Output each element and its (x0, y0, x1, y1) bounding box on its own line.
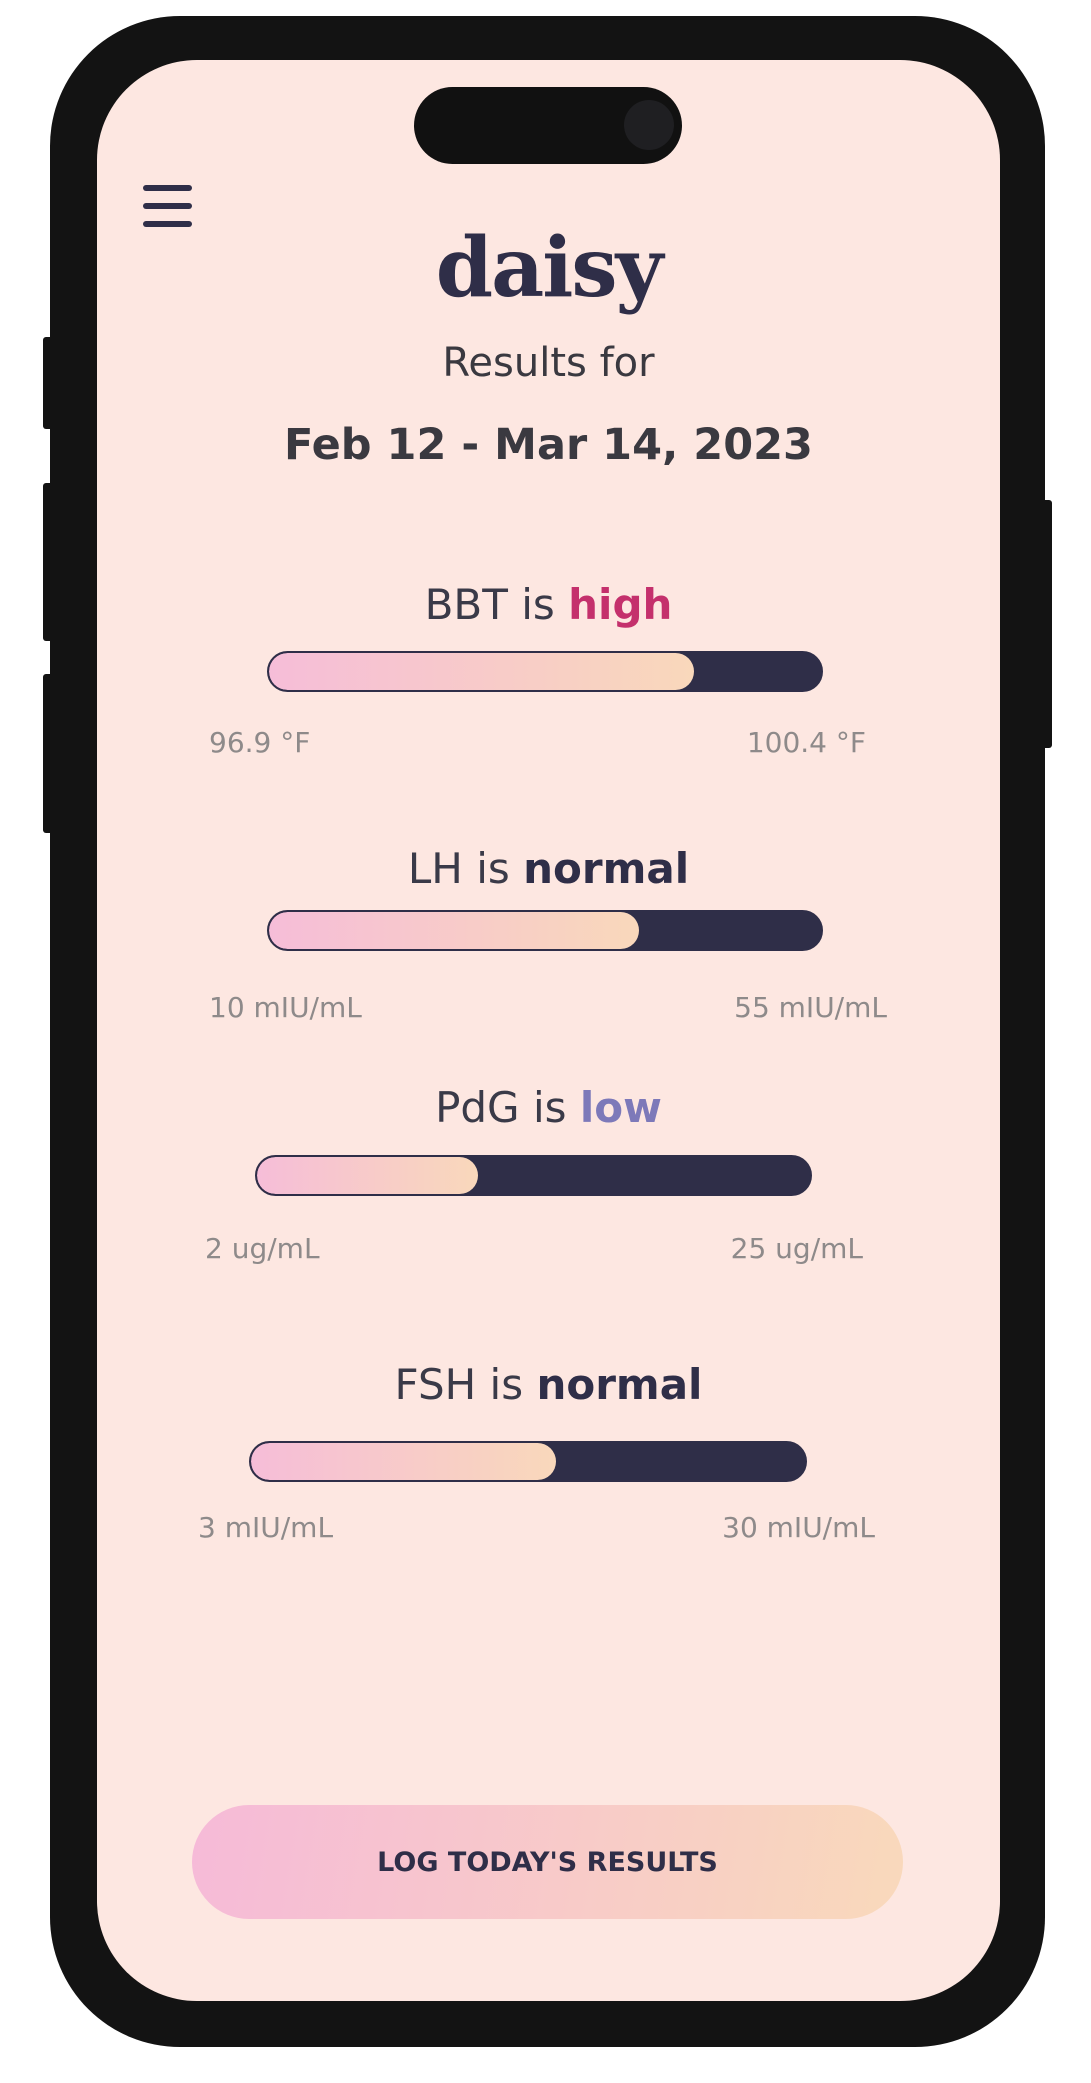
camera (624, 100, 674, 150)
level-fill (269, 912, 639, 949)
range-min: 3 mIU/mL (198, 1511, 334, 1544)
metric-title: FSH is normal (97, 1360, 1000, 1409)
menu-button[interactable] (143, 185, 192, 239)
side-button (43, 483, 53, 641)
side-button (43, 674, 53, 833)
range-max: 25 ug/mL (730, 1232, 863, 1265)
level-fill (251, 1443, 556, 1480)
log-button[interactable]: LOG TODAY'S RESULTS (192, 1805, 903, 1919)
metric-title: LH is normal (97, 844, 1000, 893)
metric-name: FSH is (394, 1360, 524, 1409)
range-min: 10 mIU/mL (209, 991, 362, 1024)
metric-name: PdG is (435, 1083, 567, 1132)
range-max: 55 mIU/mL (734, 991, 887, 1024)
level-bar (255, 1155, 812, 1196)
metric-title: BBT is high (97, 580, 1000, 629)
date-range: Feb 12 - Mar 14, 2023 (284, 420, 813, 470)
metric-title: PdG is low (97, 1083, 1000, 1132)
level-bar (267, 910, 823, 951)
side-button (1042, 500, 1052, 748)
side-button (43, 337, 53, 429)
metric-name: LH is (407, 844, 510, 893)
range-max: 100.4 °F (746, 726, 866, 759)
metric-status: high (568, 580, 673, 629)
level-bar (267, 651, 823, 692)
subtitle: Results for (442, 340, 655, 386)
metric-name: BBT is (424, 580, 555, 629)
metric-status: normal (536, 1360, 703, 1409)
level-fill (269, 653, 695, 690)
metric-status: normal (523, 844, 690, 893)
range-min: 2 ug/mL (205, 1232, 320, 1265)
level-bar (249, 1441, 807, 1482)
level-fill (257, 1157, 479, 1194)
logo: daisy (435, 220, 663, 316)
range-min: 96.9 °F (209, 726, 311, 759)
metric-status: low (579, 1083, 662, 1132)
screen (97, 60, 1000, 2001)
range-max: 30 mIU/mL (722, 1511, 875, 1544)
